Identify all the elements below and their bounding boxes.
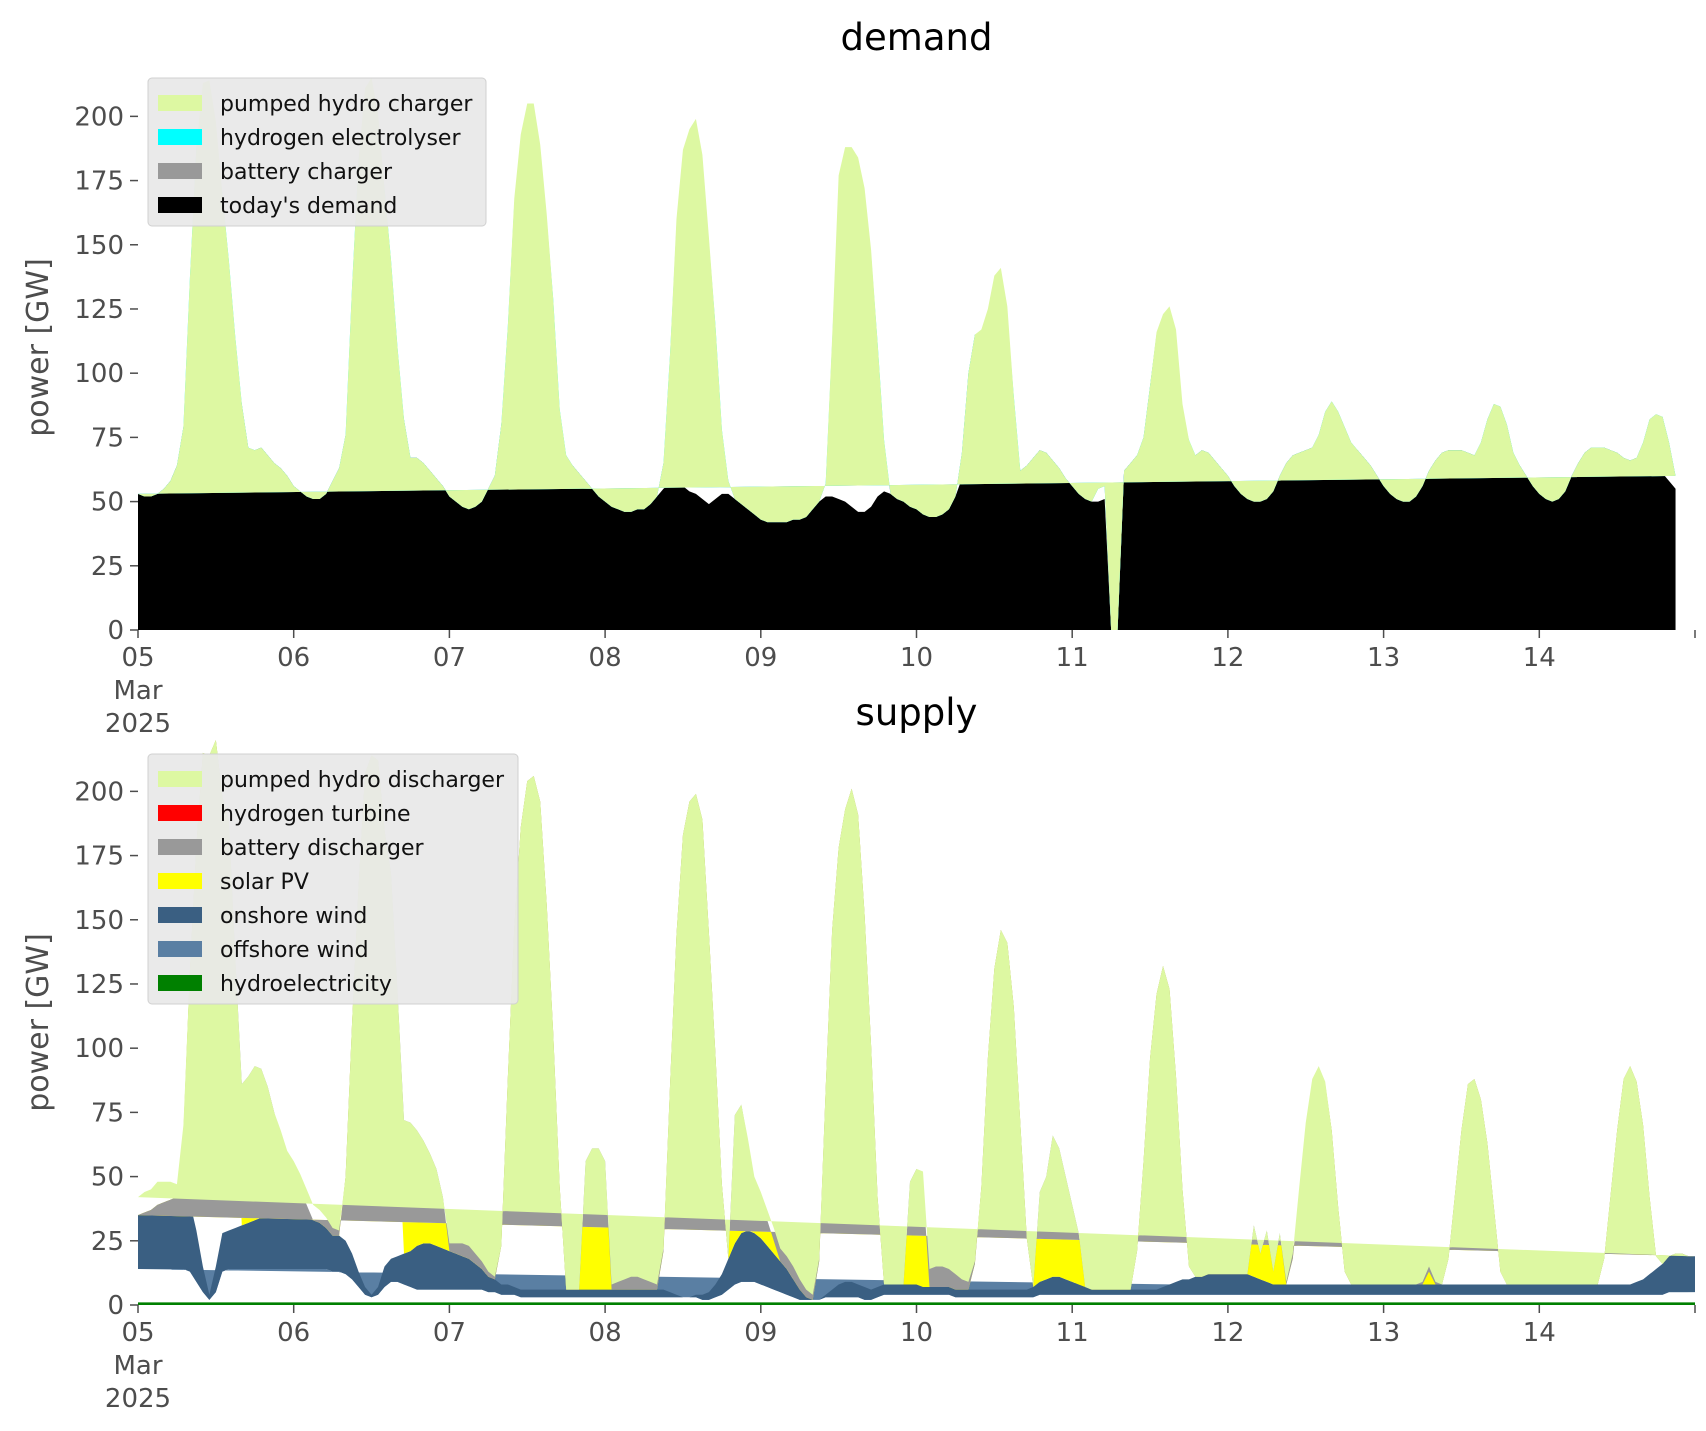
legend-swatch-battery-charger <box>158 163 202 179</box>
legend-label-battery-charger: battery charger <box>220 160 393 185</box>
y-tick-label: 25 <box>91 1227 124 1257</box>
legend-swatch-solar-pv <box>158 873 202 889</box>
y-tick-label: 175 <box>74 167 124 197</box>
x-tick-label: 14 <box>1523 1318 1556 1348</box>
y-tick-label: 0 <box>107 616 124 646</box>
chart-supply: supply power [GW] 0 25 50 75 100 125 150 175 200 05… <box>21 691 1696 1414</box>
area-pumped-hydro-charger <box>138 77 1676 631</box>
x-tick-label: 09 <box>744 643 777 673</box>
x-tick-label: 11 <box>1056 1318 1089 1348</box>
y-axis-label: power [GW] <box>21 933 56 1112</box>
x-tick-label: 13 <box>1367 1318 1400 1348</box>
area-today-s-demand <box>138 445 1676 630</box>
y-tick-label: 200 <box>74 102 124 132</box>
legend-swatch-hydrogen-turbine <box>158 805 202 821</box>
x-tick-label: 05 <box>121 643 154 673</box>
y-tick-label: 150 <box>74 231 124 261</box>
x-tick-label: 11 <box>1056 643 1089 673</box>
legend-swatch-onshore-wind <box>158 907 202 923</box>
y-tick-label: 50 <box>91 488 124 518</box>
y-tick-label: 100 <box>74 359 124 389</box>
legend-label-offshore-wind: offshore wind <box>220 938 369 963</box>
chart-demand: demand power [GW] 0 25 50 75 100 125 150 175 200 05… <box>21 16 1696 739</box>
legend-label-hydrogen-electrolyser: hydrogen electrolyser <box>220 126 461 151</box>
legend: pumped hydro charger hydrogen electrolyse… <box>147 77 487 227</box>
legend-label-solar-pv: solar PV <box>220 870 309 895</box>
legend-label-pumped-hydro-discharger: pumped hydro discharger <box>220 768 505 793</box>
y-tick-label: 75 <box>91 1098 124 1128</box>
legend-label-pumped-hydro-charger: pumped hydro charger <box>220 92 473 117</box>
legend-swatch-hydrogen-electrolyser <box>158 129 202 145</box>
legend-box <box>147 77 487 227</box>
y-tick-label: 75 <box>91 423 124 453</box>
x-tick-sublabel: 2025 <box>105 1384 171 1414</box>
y-tick-label: 0 <box>107 1291 124 1321</box>
legend-label-battery-discharger: battery discharger <box>220 836 425 861</box>
chart-title: demand <box>841 16 993 59</box>
legend-swatch-offshore-wind <box>158 941 202 957</box>
x-tick-label: 05 <box>121 1318 154 1348</box>
legend-label-today-s-demand: today's demand <box>220 194 397 219</box>
y-tick-label: 50 <box>91 1163 124 1193</box>
x-tick-sublabel: Mar <box>113 1351 162 1381</box>
x-tick-sublabel: 2025 <box>105 709 171 739</box>
legend-swatch-battery-discharger <box>158 839 202 855</box>
y-tick-label: 175 <box>74 842 124 872</box>
x-tick-label: 09 <box>744 1318 777 1348</box>
y-tick-label: 100 <box>74 1034 124 1064</box>
legend-swatch-pumped-hydro-charger <box>158 95 202 111</box>
x-tick-label: 08 <box>589 643 622 673</box>
x-tick-label: 14 <box>1523 643 1556 673</box>
y-tick-label: 200 <box>74 777 124 807</box>
x-tick-label: 08 <box>589 1318 622 1348</box>
y-tick-label: 125 <box>74 295 124 325</box>
x-tick-label: 10 <box>900 1318 933 1348</box>
legend-box <box>147 753 519 1005</box>
legend-label-hydrogen-turbine: hydrogen turbine <box>220 802 411 827</box>
x-tick-label: 13 <box>1367 643 1400 673</box>
x-tick-label: 10 <box>900 643 933 673</box>
legend-label-onshore-wind: onshore wind <box>220 904 367 929</box>
area-onshore-wind <box>138 1197 1695 1300</box>
legend: pumped hydro discharger hydrogen turbine b… <box>147 753 519 1005</box>
y-tick-label: 25 <box>91 552 124 582</box>
y-tick-label: 150 <box>74 906 124 936</box>
x-tick-label: 12 <box>1211 1318 1244 1348</box>
legend-label-hydroelectricity: hydroelectricity <box>220 972 392 997</box>
legend-swatch-today-s-demand <box>158 197 202 213</box>
x-tick-label: 06 <box>277 1318 310 1348</box>
legend-swatch-hydroelectricity <box>158 975 202 991</box>
y-tick-label: 125 <box>74 970 124 1000</box>
area-hydroelectricity <box>138 1302 1695 1305</box>
x-tick-label: 07 <box>433 643 466 673</box>
x-tick-label: 12 <box>1211 643 1244 673</box>
x-tick-sublabel: Mar <box>113 676 162 706</box>
chart-title: supply <box>856 691 978 734</box>
legend-swatch-pumped-hydro-discharger <box>158 771 202 787</box>
y-axis-label: power [GW] <box>21 258 56 437</box>
area-pumped-hydro-discharger <box>138 740 1689 1295</box>
x-tick-label: 06 <box>277 643 310 673</box>
x-tick-label: 07 <box>433 1318 466 1348</box>
